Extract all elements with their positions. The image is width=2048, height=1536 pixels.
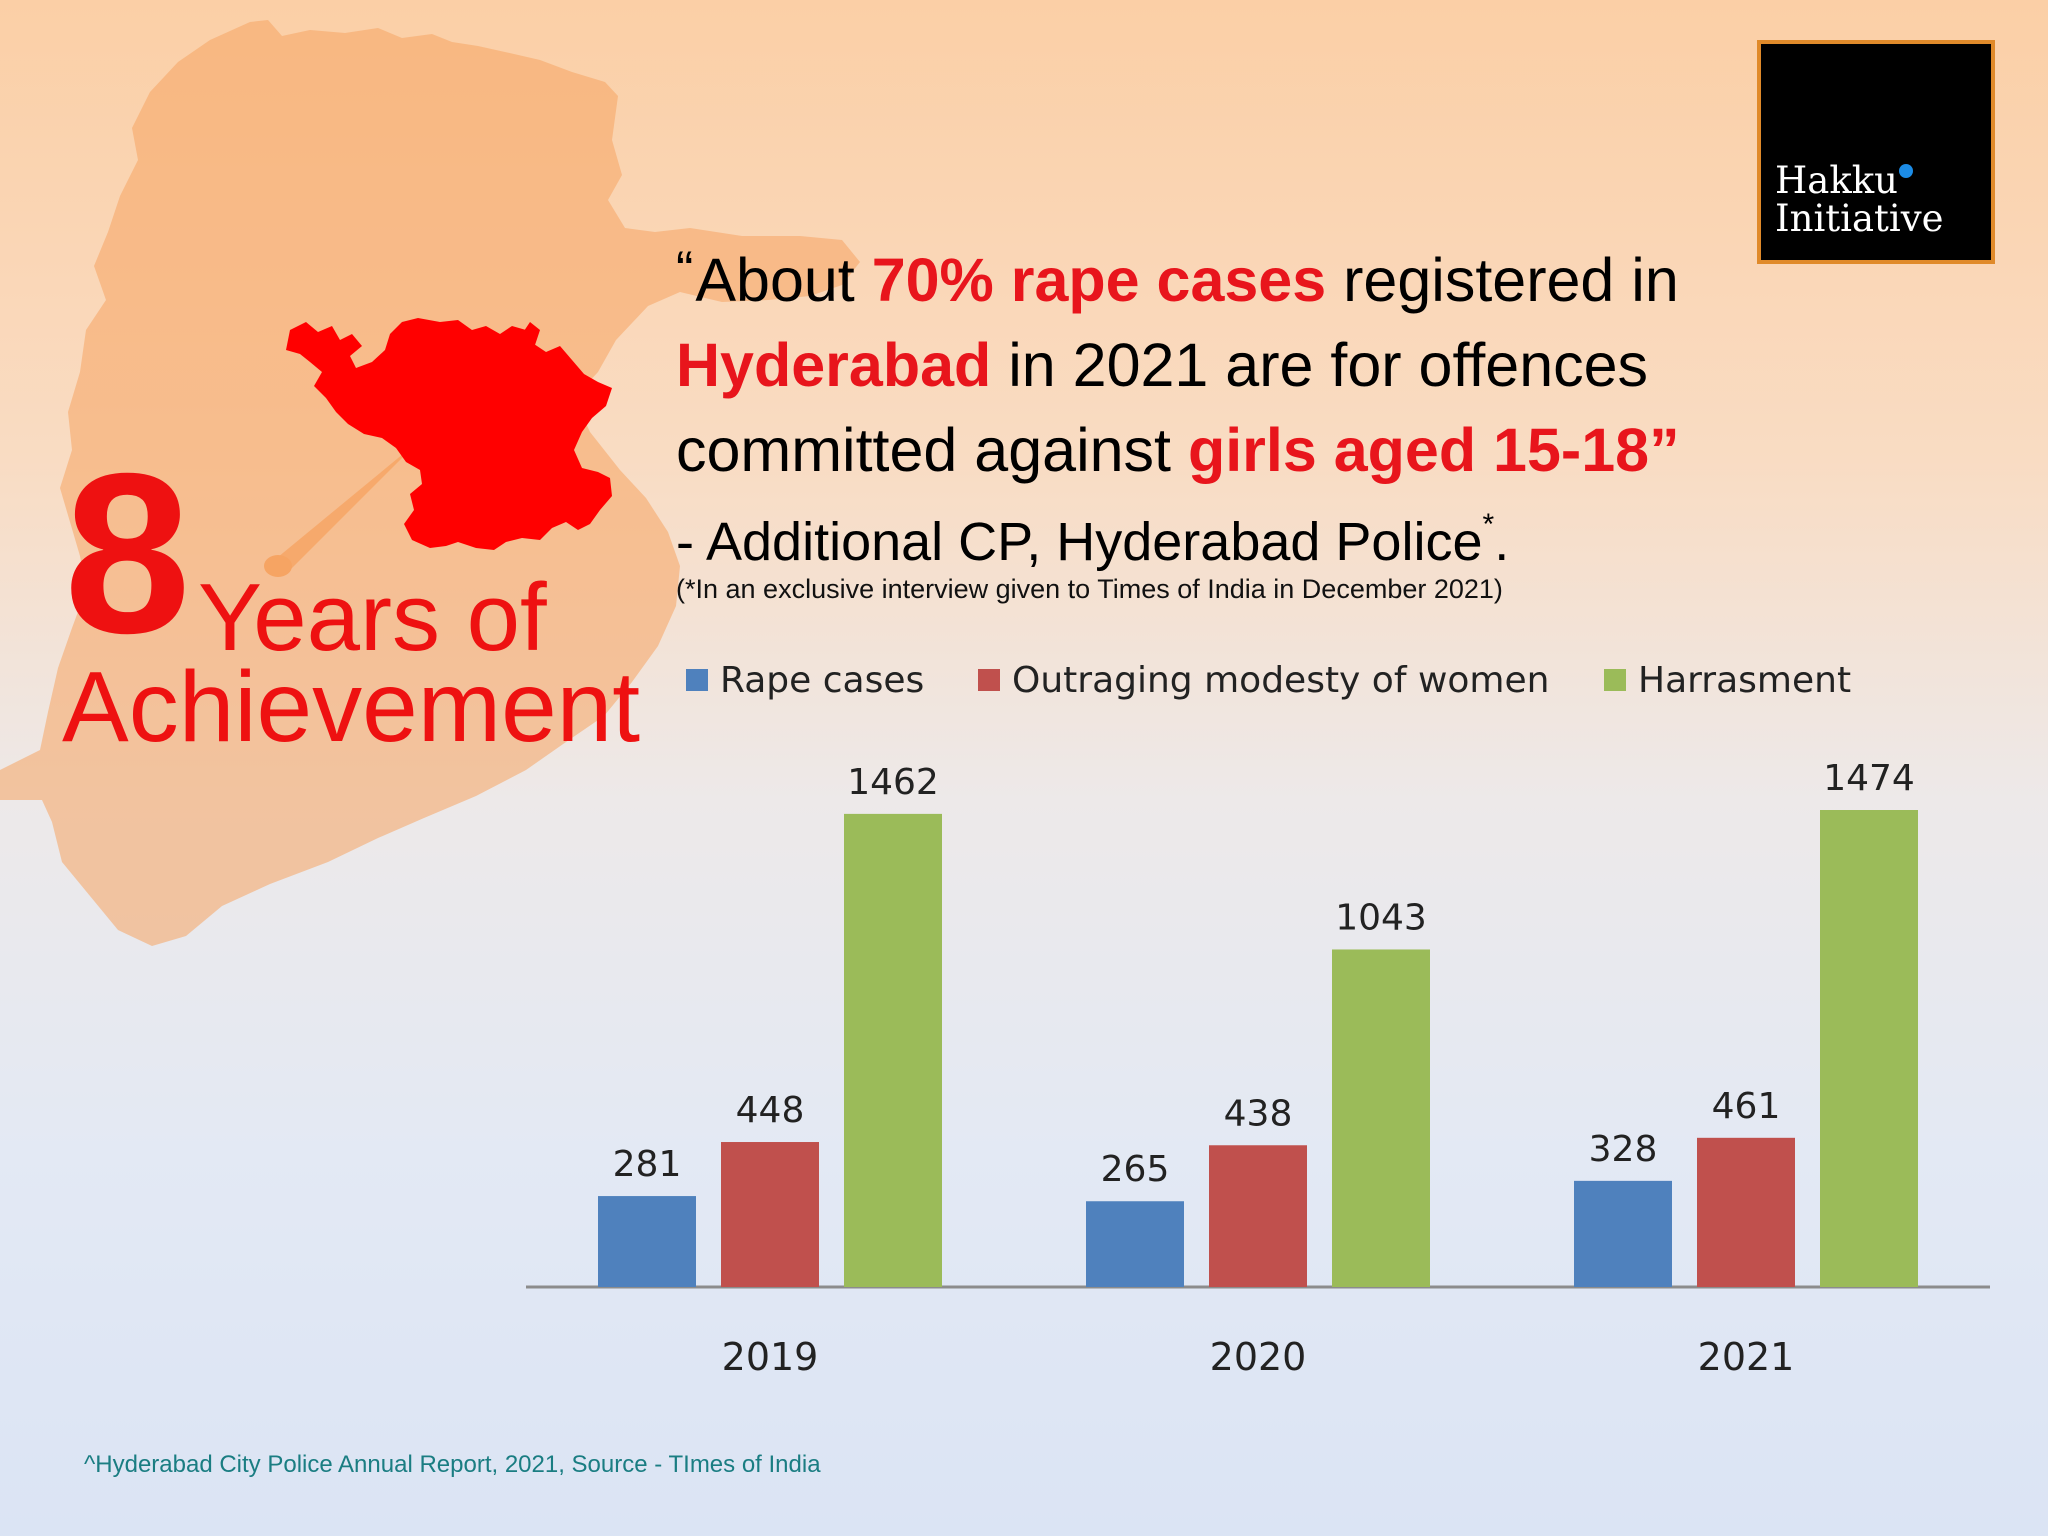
data-label-2020-rape-cases: 265 [1101, 1149, 1170, 1190]
achievement-label: Achievement [62, 651, 641, 763]
bar-2019-harrasment [844, 813, 942, 1287]
data-label-2019-harrasment: 1462 [847, 762, 939, 803]
attribution-text: - Additional CP, Hyderabad Police [676, 512, 1483, 572]
data-label-2019-rape-cases: 281 [613, 1144, 682, 1185]
legend-label-rape-cases: Rape cases [720, 660, 924, 701]
bar-2021-rape-cases [1574, 1180, 1672, 1287]
years-number: 8 [64, 427, 191, 681]
quote-text-3: in 2021 are for offences committed again… [676, 331, 1649, 484]
data-label-2020-harrasment: 1043 [1335, 897, 1427, 938]
x-tick-label-2019: 2019 [722, 1335, 819, 1379]
quote-highlight-rape-cases: 70% rape cases [871, 246, 1327, 314]
quote-highlight-hyderabad: Hyderabad [676, 331, 992, 399]
data-label-2021-harrasment: 1474 [1823, 758, 1915, 799]
legend-swatch-outraging-modesty-of-women [978, 669, 1000, 691]
source-note: ^Hyderabad City Police Annual Report, 20… [84, 1451, 821, 1478]
legend-swatch-rape-cases [686, 669, 708, 691]
legend-label-outraging-modesty-of-women: Outraging modesty of women [1012, 660, 1549, 701]
data-label-2020-outraging-modesty-of-women: 438 [1224, 1093, 1293, 1134]
data-label-2021-outraging-modesty-of-women: 461 [1712, 1086, 1781, 1127]
x-tick-label-2021: 2021 [1698, 1335, 1795, 1379]
hakku-initiative-logo: Hakku Initiative [1757, 40, 1995, 264]
legend-label-harrasment: Harrasment [1638, 660, 1851, 701]
data-label-2019-outraging-modesty-of-women: 448 [736, 1090, 805, 1131]
quote-close-mark: ” [1649, 416, 1680, 484]
bar-2020-outraging-modesty-of-women [1209, 1145, 1307, 1287]
quote-text-2: registered in [1326, 246, 1679, 314]
attribution-period: . [1494, 512, 1510, 572]
years-of-label: Years of [198, 564, 547, 671]
bar-2021-harrasment [1820, 810, 1918, 1287]
bar-2021-outraging-modesty-of-women [1697, 1137, 1795, 1287]
logo-dot [1899, 164, 1913, 178]
logo-text: Hakku Initiative [1775, 159, 1944, 240]
quote-highlight-girls-aged: girls aged 15-18 [1187, 416, 1650, 484]
quote-block: “About 70% rape cases registered in Hyde… [676, 228, 1826, 493]
bar-2020-harrasment [1332, 949, 1430, 1287]
bar-2020-rape-cases [1086, 1201, 1184, 1287]
x-tick-label-2020: 2020 [1210, 1335, 1307, 1379]
quote-open-mark: “ [676, 241, 694, 299]
bar-2019-outraging-modesty-of-women [721, 1142, 819, 1287]
legend-swatch-harrasment [1604, 669, 1626, 691]
attribution-asterisk: * [1482, 508, 1495, 541]
quote-attribution: - Additional CP, Hyderabad Police*. [676, 495, 1509, 572]
bar-2019-rape-cases [598, 1196, 696, 1287]
quote-text-1: About [695, 246, 872, 314]
interview-footnote: (*In an exclusive interview given to Tim… [676, 574, 1503, 604]
data-label-2021-rape-cases: 328 [1589, 1129, 1658, 1170]
